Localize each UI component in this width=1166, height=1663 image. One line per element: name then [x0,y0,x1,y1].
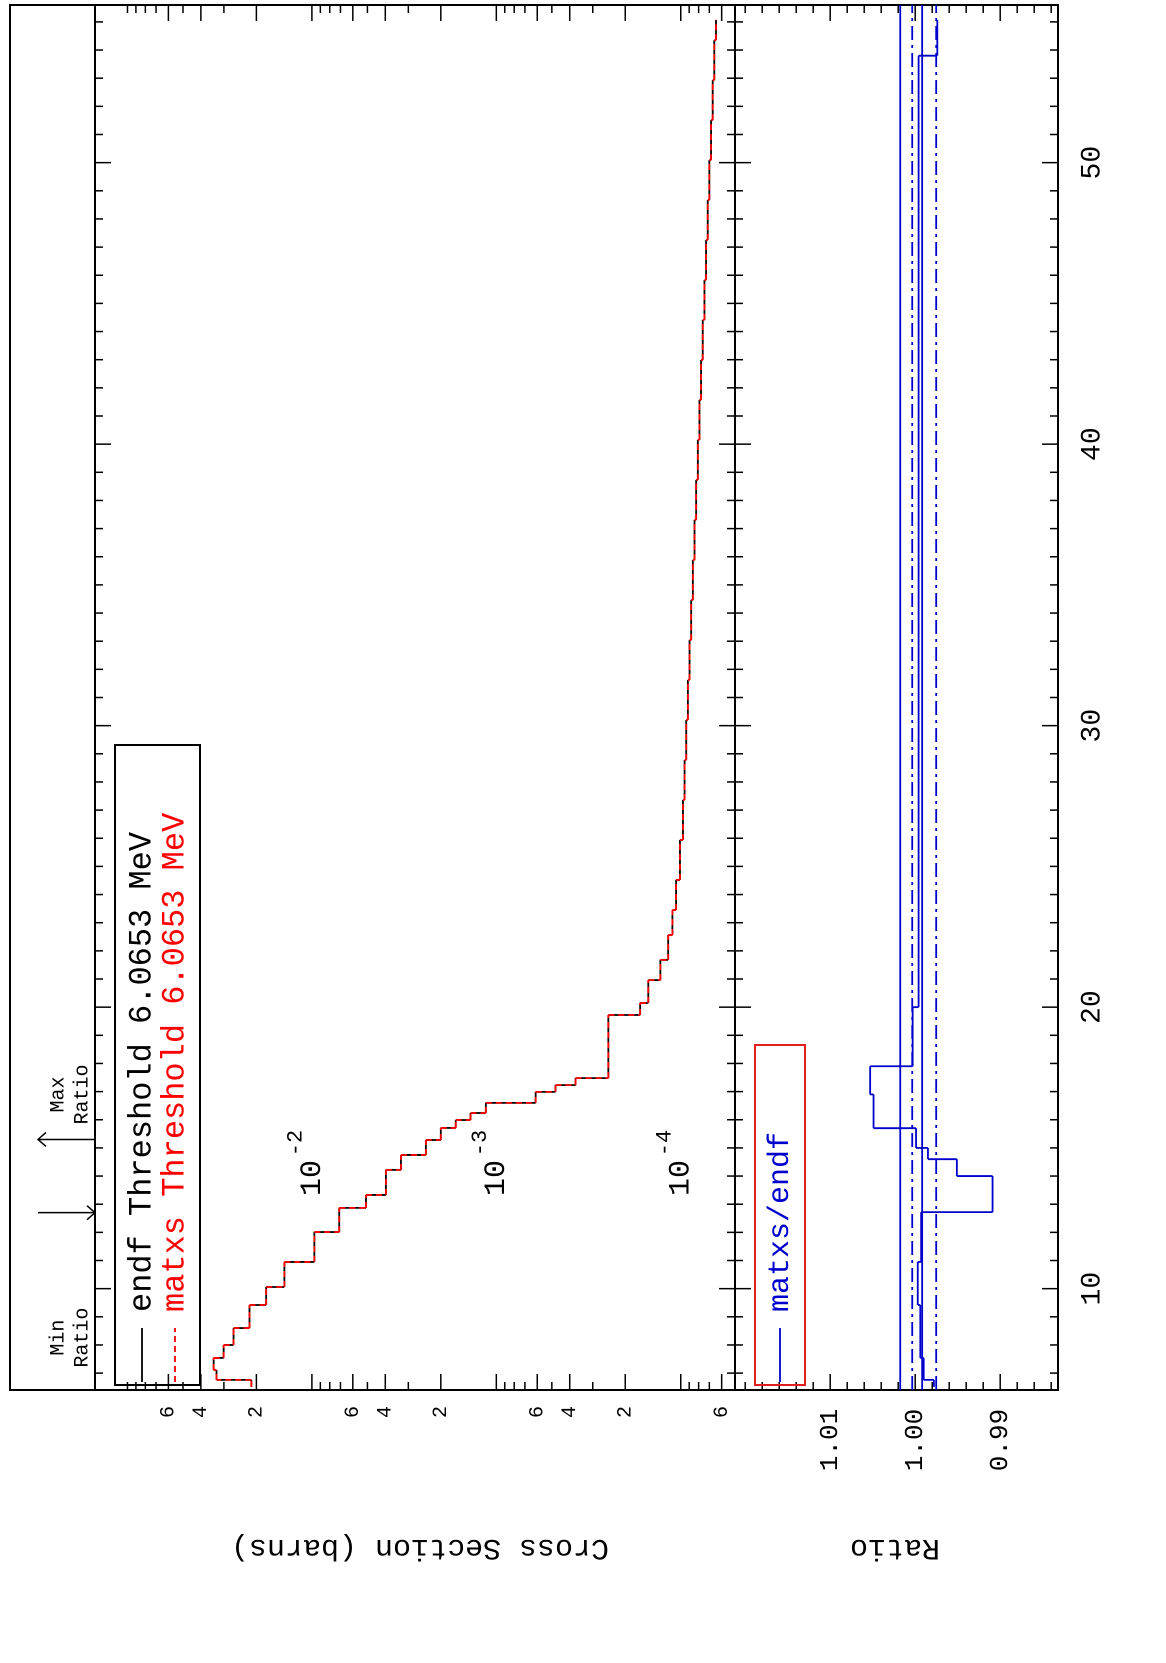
y-tick-label: 10 [480,1160,514,1196]
y-tick-label: 4 [190,1406,213,1418]
legend-box [754,1044,806,1386]
annotation-label: Ratio [71,1308,94,1368]
y-tick-label: 6 [342,1406,365,1418]
y-tick-label: 6 [527,1406,550,1418]
annotation-label: Max [47,1076,70,1112]
y-axis-label: Ratio [850,1530,940,1564]
annotation-label: Min [47,1320,70,1356]
arrow-head [36,1131,47,1148]
y-tick-label: 4 [559,1406,582,1418]
x-tick-label: 10 [1077,1272,1108,1306]
x-tick-label: 50 [1077,146,1108,180]
legend-box [114,744,201,1386]
x-tick-label: 30 [1077,709,1108,743]
y-tick-label: 2 [246,1406,269,1418]
y-tick-exponent: -4 [653,1130,678,1156]
y-tick-label: 6 [158,1406,181,1418]
y-tick-label: 2 [430,1406,453,1418]
y-tick-label: 10 [296,1160,330,1196]
y-tick-label: 10 [665,1160,699,1196]
y-axis-label: Cross Section (barns) [231,1530,609,1564]
y-tick-label: 0.99 [985,1409,1015,1471]
y-tick-label: 1.00 [900,1409,930,1471]
y-tick-label: 1.01 [815,1409,845,1471]
y-tick-exponent: -2 [284,1130,309,1156]
y-tick-label: 2 [615,1406,638,1418]
x-tick-label: 40 [1077,427,1108,461]
legend-label: endf Threshold 6.0653 MeV [123,831,160,1312]
arrow-head [86,1205,97,1221]
legend-label: matxs Threshold 6.0653 MeV [156,812,193,1312]
y-tick-exponent: -3 [468,1130,493,1156]
annotation-label: Ratio [71,1064,94,1124]
legend-label: matxs/endf [764,1132,798,1312]
y-tick-label: 4 [375,1406,398,1418]
x-tick-label: 20 [1077,990,1108,1024]
y-tick-label: 6 [711,1406,734,1418]
